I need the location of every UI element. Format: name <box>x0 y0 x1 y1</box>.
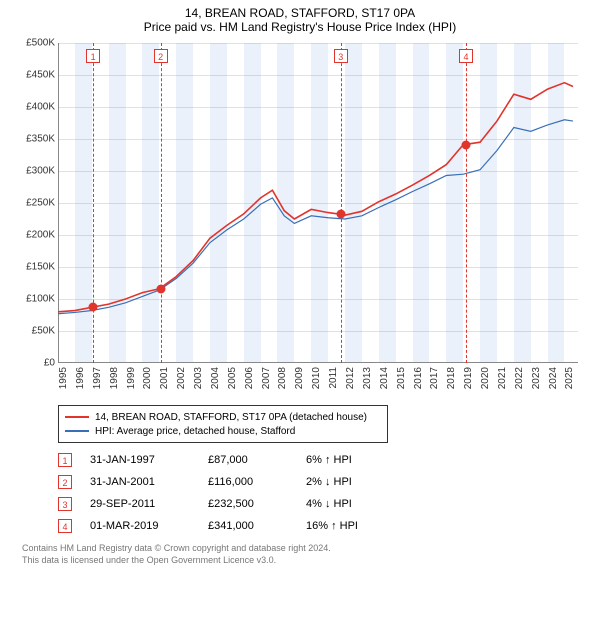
sale-marker-dot <box>156 284 165 293</box>
sales-table: 131-JAN-1997£87,0006% HPI231-JAN-2001£11… <box>58 449 590 537</box>
chart-title: 14, BREAN ROAD, STAFFORD, ST17 0PA <box>10 6 590 20</box>
y-axis-label: £200K <box>10 230 55 241</box>
sale-row: 401-MAR-2019£341,00016% HPI <box>58 515 590 537</box>
sale-row: 231-JAN-2001£116,0002% HPI <box>58 471 590 493</box>
sale-row: 329-SEP-2011£232,5004% HPI <box>58 493 590 515</box>
sale-marker-dot <box>462 140 471 149</box>
y-axis-label: £450K <box>10 70 55 81</box>
y-axis-label: £350K <box>10 134 55 145</box>
footer-line-1: Contains HM Land Registry data © Crown c… <box>22 543 590 555</box>
y-axis-label: £100K <box>10 294 55 305</box>
y-axis-label: £250K <box>10 198 55 209</box>
y-axis-label: £400K <box>10 102 55 113</box>
y-axis-label: £150K <box>10 262 55 273</box>
legend-item: 14, BREAN ROAD, STAFFORD, ST17 0PA (deta… <box>65 410 381 424</box>
sale-row: 131-JAN-1997£87,0006% HPI <box>58 449 590 471</box>
chart-subtitle: Price paid vs. HM Land Registry's House … <box>10 20 590 34</box>
y-axis-label: £0 <box>10 358 55 369</box>
attribution-footer: Contains HM Land Registry data © Crown c… <box>22 543 590 566</box>
x-axis-label: 2025 <box>564 367 600 389</box>
y-axis-label: £500K <box>10 38 55 49</box>
legend-item: HPI: Average price, detached house, Staf… <box>65 424 381 438</box>
sale-marker-dot <box>336 210 345 219</box>
y-axis-label: £50K <box>10 326 55 337</box>
chart-title-block: 14, BREAN ROAD, STAFFORD, ST17 0PA Price… <box>10 6 590 34</box>
sale-marker-box: 2 <box>154 49 168 63</box>
sale-marker-box: 3 <box>334 49 348 63</box>
chart-lines <box>58 43 578 363</box>
sale-marker-box: 1 <box>86 49 100 63</box>
sale-marker-dot <box>89 303 98 312</box>
sale-marker-box: 4 <box>459 49 473 63</box>
chart-legend: 14, BREAN ROAD, STAFFORD, ST17 0PA (deta… <box>58 405 388 443</box>
footer-line-2: This data is licensed under the Open Gov… <box>22 555 590 567</box>
y-axis-label: £300K <box>10 166 55 177</box>
price-chart: £0 £50K £100K £150K £200K £250K £300K £350K £400… <box>10 38 590 403</box>
